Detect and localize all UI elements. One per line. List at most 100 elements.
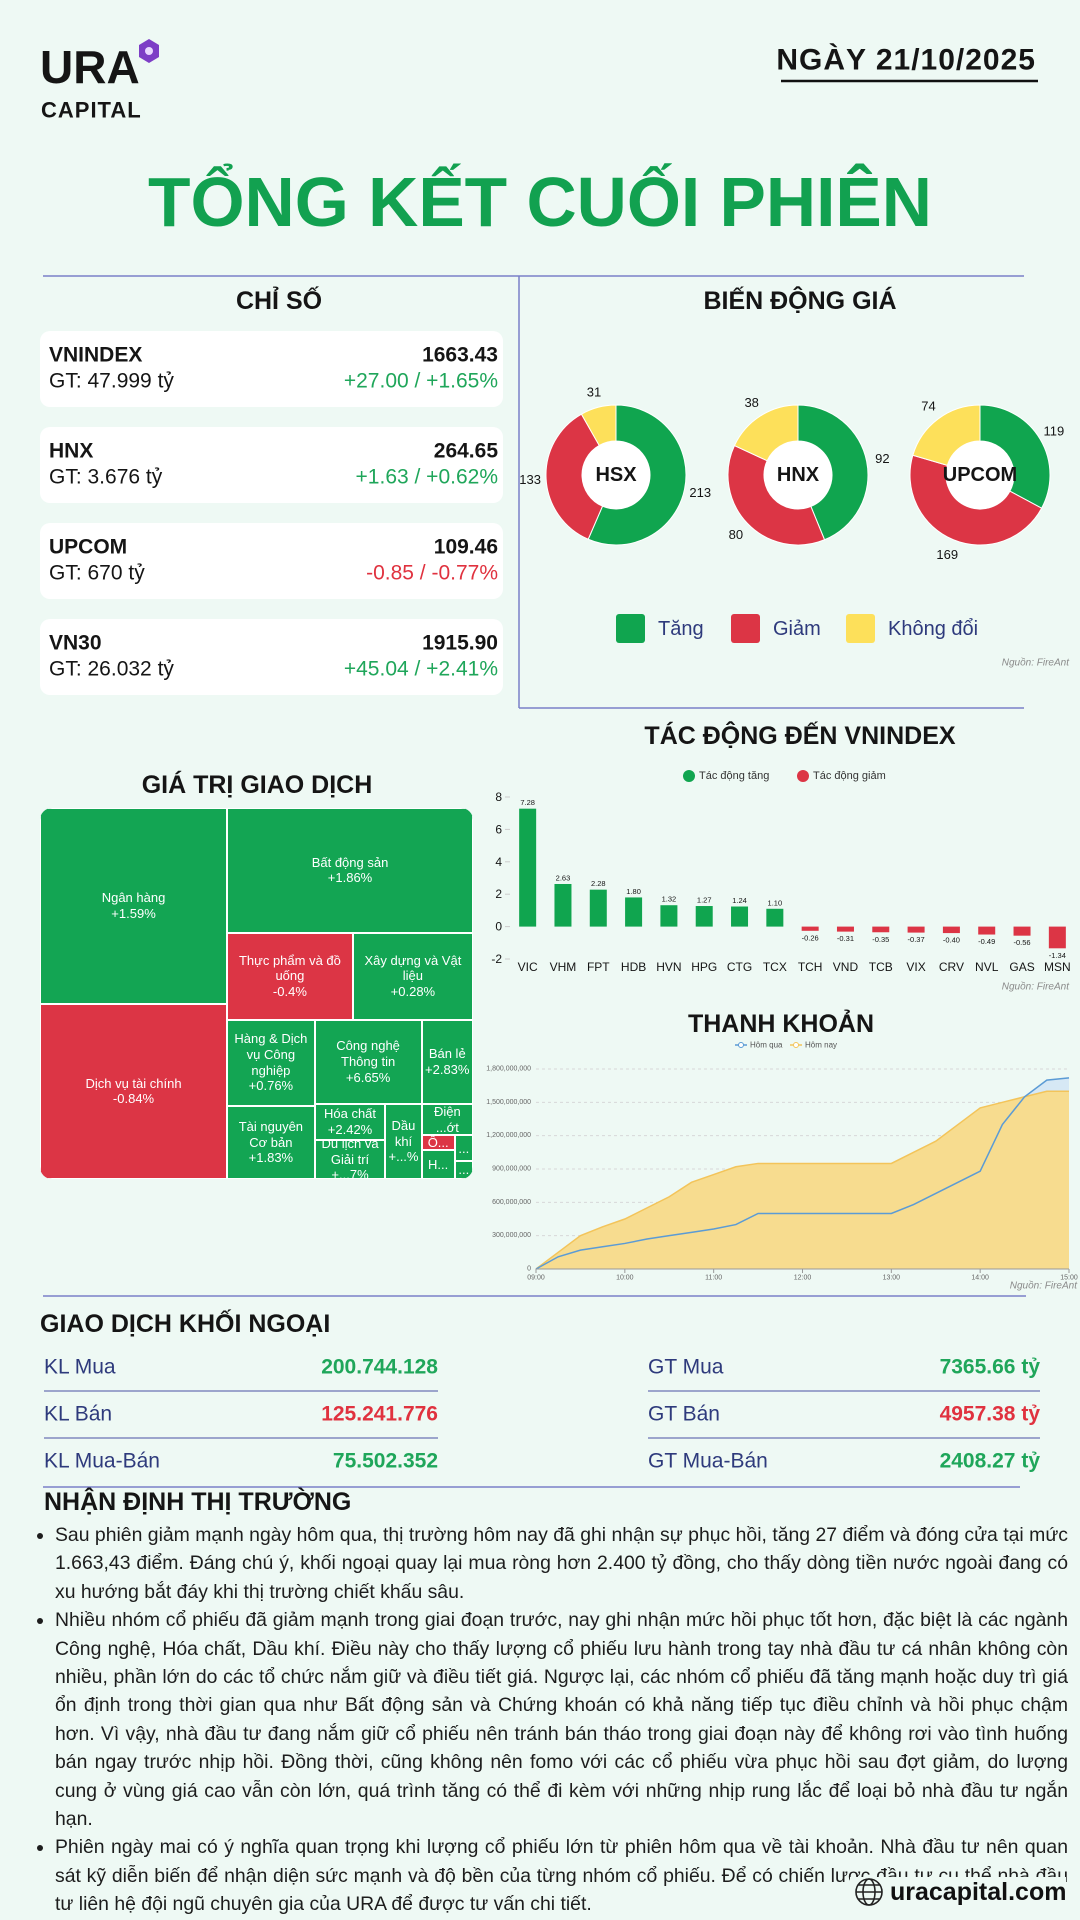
cell-name: Bất động sản xyxy=(311,854,389,870)
legend-swatch xyxy=(616,614,645,643)
slice-label: 31 xyxy=(587,384,601,399)
index-gt: GT: 670 tỷ xyxy=(49,562,145,585)
index-value: 109.46 xyxy=(434,536,498,559)
legend-dot xyxy=(683,770,695,782)
treemap-cell: Du lịch và Giải trí +...7% xyxy=(314,1140,386,1179)
value-label: -0.40 xyxy=(943,936,960,945)
treemap-cell: Thực phẩm và đồ uống -0.4% xyxy=(227,932,353,1020)
source: Nguồn: FireAnt xyxy=(1010,1280,1078,1292)
cell-change: +1.83% xyxy=(248,1150,294,1166)
treemap-cell: ... xyxy=(454,1161,473,1179)
index-gt: GT: 26.032 tỷ xyxy=(49,658,174,681)
logo-sub: CAPITAL xyxy=(41,98,142,123)
value-label: 2.28 xyxy=(591,879,606,888)
value-label: 2.63 xyxy=(556,873,571,882)
legend-label: Giảm xyxy=(773,618,821,640)
treemap-cell: Hóa chất +2.42% xyxy=(314,1103,386,1141)
treemap-cell: Dịch vụ tài chính -0.84% xyxy=(40,1003,228,1179)
x-tick-label: 12:00 xyxy=(794,1275,812,1282)
y-tick-label: 600,000,000 xyxy=(492,1199,531,1206)
slice-label: 74 xyxy=(921,399,935,414)
row-label: GT Mua xyxy=(648,1356,724,1379)
donut-hole xyxy=(764,441,832,509)
bar xyxy=(766,908,784,927)
value-label: -0.26 xyxy=(802,933,819,942)
section-title: NHẬN ĐỊNH THỊ TRƯỜNG xyxy=(44,1488,352,1516)
row-value: 7365.66 tỷ xyxy=(940,1356,1041,1379)
x-tick-label: 10:00 xyxy=(616,1275,634,1282)
index-change: -0.85 / -0.77% xyxy=(366,562,498,585)
slice-label: 38 xyxy=(744,395,758,410)
cell-name: Hàng & Dịch vụ Công nghiệp xyxy=(234,1031,308,1078)
bar xyxy=(660,905,678,927)
cell-name: Thực phẩm và đồ uống xyxy=(238,952,341,984)
bar xyxy=(836,926,854,932)
x-tick-label: NVL xyxy=(975,960,999,974)
cell-name: ... xyxy=(458,1140,470,1156)
y-tick-label: 1,200,000,000 xyxy=(486,1132,531,1139)
x-tick-label: TCX xyxy=(763,960,787,974)
bar xyxy=(942,926,960,934)
index-name: UPCOM xyxy=(49,536,127,559)
donut-hole xyxy=(582,441,650,509)
y-tick-label: 6 xyxy=(495,822,502,836)
bar xyxy=(695,906,713,927)
treemap-cell: Xây dựng và Vật liệu +0.28% xyxy=(352,932,473,1020)
treemap-cell: Hàng & Dịch vụ Công nghiệp +0.76% xyxy=(227,1019,315,1106)
cell-change: +...% xyxy=(388,1149,419,1165)
y-tick-label: 900,000,000 xyxy=(492,1166,531,1173)
value-label: -0.35 xyxy=(872,935,889,944)
page-title: TỔNG KẾT CUỐI PHIÊN xyxy=(148,162,932,241)
footer: uracapital.com xyxy=(850,1877,1067,1907)
bar xyxy=(801,926,819,931)
legend-label: Không đổi xyxy=(888,618,978,640)
legend-dot xyxy=(793,1042,799,1048)
row-label: KL Mua xyxy=(44,1356,116,1379)
x-tick-label: GAS xyxy=(1009,960,1034,974)
legend-label: Tăng xyxy=(658,618,704,640)
cell-change: -0.4% xyxy=(272,983,307,999)
section-title: THANH KHOẢN xyxy=(688,1008,874,1038)
value-label: -0.49 xyxy=(978,937,995,946)
row-value: 2408.27 tỷ xyxy=(940,1450,1041,1473)
cell-change: +1.59% xyxy=(111,905,156,921)
y-tick-label: 4 xyxy=(495,855,502,869)
index-change: +45.04 / +2.41% xyxy=(344,658,498,681)
x-tick-label: CRV xyxy=(939,960,964,974)
x-tick-label: 13:00 xyxy=(883,1275,901,1282)
cell-name: Hóa chất xyxy=(323,1106,377,1122)
cell-change: +0.28% xyxy=(390,983,436,999)
legend-label: Hôm qua xyxy=(750,1041,783,1050)
x-tick-label: 09:00 xyxy=(527,1275,545,1282)
y-tick-label: 2 xyxy=(495,887,502,901)
treemap: Ngân hàng +1.59% Dịch vụ tài chính -0.84% Bấ… xyxy=(40,808,473,1179)
slice-label: 133 xyxy=(519,472,541,487)
cell-name: Điện ...ớt xyxy=(433,1103,461,1135)
value-label: 7.28 xyxy=(520,798,535,807)
bullet-list: Sau phiên giảm mạnh ngày hôm qua, thị tr… xyxy=(40,1521,1068,1919)
x-tick-label: VHM xyxy=(550,960,577,974)
donut-label: UPCOM xyxy=(943,464,1017,486)
index-card xyxy=(40,523,503,599)
globe-icon xyxy=(855,1878,883,1906)
bar xyxy=(1048,926,1066,949)
bullet: Phiên ngày mai có ý nghĩa quan trọng khi… xyxy=(55,1833,1068,1918)
treemap-cell: Bất động sản +1.86% xyxy=(227,808,473,933)
line xyxy=(535,1077,1070,1270)
x-tick-label: 14:00 xyxy=(971,1275,989,1282)
legend-dot xyxy=(738,1042,744,1048)
x-tick-label: VND xyxy=(833,960,859,974)
x-tick-label: 11:00 xyxy=(705,1275,722,1282)
row-label: KL Mua-Bán xyxy=(44,1450,160,1473)
legend-swatch xyxy=(846,614,875,643)
cell-name: Bán lẻ xyxy=(428,1046,466,1062)
treemap-cell: H... xyxy=(421,1149,455,1179)
donut-label: HNX xyxy=(777,464,820,486)
cell-name: Xây dựng và Vật liệu xyxy=(364,952,462,984)
bullet: Nhiều nhóm cổ phiếu đã giảm mạnh trong g… xyxy=(55,1606,1068,1833)
y-tick-label: 1,500,000,000 xyxy=(486,1099,531,1106)
bar xyxy=(519,808,537,927)
x-tick-label: TCH xyxy=(798,960,823,974)
